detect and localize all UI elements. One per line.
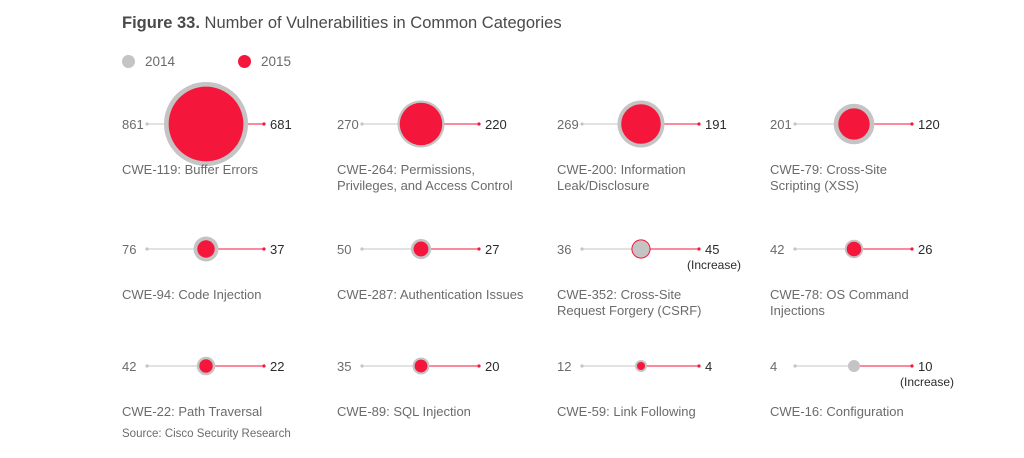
value-2014-label: 269 bbox=[557, 117, 579, 132]
category-label: CWE-89: SQL Injection bbox=[337, 404, 471, 419]
category-label: CWE-16: Configuration bbox=[770, 404, 904, 419]
bubble-2015 bbox=[838, 108, 870, 140]
legend-label-2015: 2015 bbox=[261, 54, 292, 69]
marker-2014 bbox=[360, 122, 364, 126]
value-2015-label: 26 bbox=[918, 242, 932, 257]
value-2015-label: 22 bbox=[270, 359, 284, 374]
value-2014-label: 42 bbox=[122, 359, 136, 374]
bubble-2015 bbox=[621, 104, 661, 144]
value-2015-label: 220 bbox=[485, 117, 507, 132]
value-2015-label: 681 bbox=[270, 117, 292, 132]
marker-2014 bbox=[793, 364, 797, 368]
category-label: CWE-79: Cross-Site bbox=[770, 162, 887, 177]
marker-2014 bbox=[580, 247, 584, 251]
marker-2014 bbox=[793, 247, 797, 251]
source-note: Source: Cisco Security Research bbox=[122, 428, 291, 440]
bubble-2014 bbox=[848, 360, 860, 372]
legend-item-2015: 2015 bbox=[238, 54, 291, 69]
legend-swatch-2015 bbox=[238, 55, 251, 68]
bubble-2015 bbox=[199, 359, 213, 373]
marker-2014 bbox=[145, 364, 149, 368]
marker-2014 bbox=[145, 247, 149, 251]
bubble-2014 bbox=[632, 240, 650, 258]
marker-2014 bbox=[360, 364, 364, 368]
category-label: CWE-59: Link Following bbox=[557, 404, 696, 419]
value-2015-label: 120 bbox=[918, 117, 940, 132]
marker-2014 bbox=[580, 364, 584, 368]
category-label: CWE-94: Code Injection bbox=[122, 287, 261, 302]
category-label: Scripting (XSS) bbox=[770, 178, 859, 193]
value-2014-label: 42 bbox=[770, 242, 784, 257]
bubble-2015 bbox=[168, 86, 244, 162]
bubble-2015 bbox=[414, 359, 428, 373]
marker-2015 bbox=[697, 122, 701, 126]
marker-2015 bbox=[262, 247, 266, 251]
chart-title: Figure 33. Number of Vulnerabilities in … bbox=[122, 14, 562, 33]
value-2015-label: 191 bbox=[705, 117, 727, 132]
value-2015-label: 20 bbox=[485, 359, 499, 374]
marker-2015 bbox=[697, 247, 701, 251]
value-2014-label: 76 bbox=[122, 242, 136, 257]
value-2014-label: 50 bbox=[337, 242, 351, 257]
category-label: CWE-78: OS Command bbox=[770, 287, 909, 302]
value-2014-label: 201 bbox=[770, 117, 792, 132]
legend-swatch-2014 bbox=[122, 55, 135, 68]
bubble-2015 bbox=[413, 241, 429, 257]
legend: 2014 2015 bbox=[122, 54, 422, 70]
category-label: CWE-119: Buffer Errors bbox=[122, 162, 259, 177]
marker-2015 bbox=[477, 364, 481, 368]
value-2015-label: 4 bbox=[705, 359, 712, 374]
marker-2015 bbox=[477, 122, 481, 126]
marker-2014 bbox=[145, 122, 149, 126]
category-label: Request Forgery (CSRF) bbox=[557, 303, 701, 318]
bubble-2015 bbox=[197, 240, 215, 258]
figure-number: Figure 33. bbox=[122, 14, 200, 32]
value-2014-label: 861 bbox=[122, 117, 144, 132]
value-2015-label: 27 bbox=[485, 242, 499, 257]
increase-note: (Increase) bbox=[687, 258, 741, 272]
marker-2015 bbox=[477, 247, 481, 251]
marker-2015 bbox=[697, 364, 701, 368]
bubble-2015 bbox=[637, 362, 645, 370]
category-label: Injections bbox=[770, 303, 825, 318]
value-2015-label: 37 bbox=[270, 242, 284, 257]
category-label: CWE-200: Information bbox=[557, 162, 686, 177]
chart-title-text: Number of Vulnerabilities in Common Cate… bbox=[204, 14, 562, 32]
category-label: CWE-352: Cross-Site bbox=[557, 287, 681, 302]
marker-2014 bbox=[360, 247, 364, 251]
bubble-2015 bbox=[846, 241, 862, 257]
value-2014-label: 36 bbox=[557, 242, 571, 257]
value-2015-label: 10 bbox=[918, 359, 932, 374]
marker-2015 bbox=[262, 364, 266, 368]
marker-2014 bbox=[793, 122, 797, 126]
increase-note: (Increase) bbox=[900, 375, 954, 389]
value-2014-label: 270 bbox=[337, 117, 359, 132]
marker-2015 bbox=[910, 122, 914, 126]
bubble-2015 bbox=[399, 102, 443, 146]
value-2014-label: 12 bbox=[557, 359, 571, 374]
marker-2014 bbox=[580, 122, 584, 126]
value-2014-label: 35 bbox=[337, 359, 351, 374]
value-2014-label: 4 bbox=[770, 359, 777, 374]
marker-2015 bbox=[910, 364, 914, 368]
value-2015-label: 45 bbox=[705, 242, 719, 257]
legend-label-2014: 2014 bbox=[145, 54, 176, 69]
category-label: Leak/Disclosure bbox=[557, 178, 650, 193]
category-label: CWE-22: Path Traversal bbox=[122, 404, 262, 419]
category-label: CWE-287: Authentication Issues bbox=[337, 287, 524, 302]
marker-2015 bbox=[910, 247, 914, 251]
category-label: Privileges, and Access Control bbox=[337, 178, 513, 193]
marker-2015 bbox=[262, 122, 266, 126]
legend-item-2014: 2014 bbox=[122, 54, 175, 69]
category-label: CWE-264: Permissions, bbox=[337, 162, 475, 177]
